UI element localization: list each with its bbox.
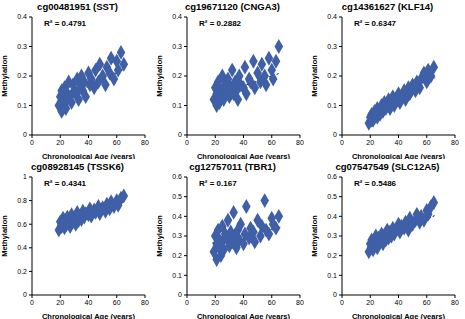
svg-text:0.3: 0.3: [327, 43, 337, 50]
svg-text:0.4: 0.4: [17, 244, 27, 251]
svg-text:0.4: 0.4: [327, 213, 337, 220]
svg-text:0: 0: [333, 131, 337, 138]
svg-text:Methylation: Methylation: [8, 215, 9, 257]
svg-text:0: 0: [23, 291, 27, 298]
svg-text:0.3: 0.3: [327, 232, 337, 239]
svg-text:0.2: 0.2: [172, 252, 182, 259]
svg-text:1: 1: [23, 173, 27, 180]
svg-text:0.1: 0.1: [172, 102, 182, 109]
html-text:R² = 0.2882: R² = 0.2882: [199, 19, 241, 28]
svg-text:40: 40: [395, 299, 403, 306]
svg-text:80: 80: [296, 299, 304, 306]
svg-text:40: 40: [240, 299, 248, 306]
svg-text:80: 80: [451, 139, 457, 146]
svg-text:0.1: 0.1: [17, 102, 27, 109]
svg-text:40: 40: [240, 139, 248, 146]
svg-text:80: 80: [141, 299, 149, 306]
svg-text:Methylation: Methylation: [155, 215, 164, 257]
html-text:cg08928145 (TSSK6): cg08928145 (TSSK6): [31, 161, 124, 172]
svg-text:0.6: 0.6: [172, 173, 182, 180]
html-text:R² = 0.6347: R² = 0.6347: [354, 19, 396, 28]
svg-text:20: 20: [366, 139, 374, 146]
svg-text:0: 0: [185, 139, 189, 146]
svg-text:40: 40: [395, 139, 403, 146]
svg-text:Chronological Age (years): Chronological Age (years): [197, 312, 291, 319]
svg-text:60: 60: [113, 139, 121, 146]
svg-text:0.4: 0.4: [172, 213, 182, 220]
svg-text:60: 60: [113, 299, 121, 306]
html-text:cg07547549 (SLC12A5): cg07547549 (SLC12A5): [335, 161, 440, 172]
svg-text:Chronological Age (years): Chronological Age (years): [197, 152, 291, 159]
svg-text:80: 80: [451, 299, 457, 306]
svg-text:0: 0: [30, 299, 34, 306]
svg-text:60: 60: [268, 139, 276, 146]
svg-text:0.8: 0.8: [17, 197, 27, 204]
svg-text:20: 20: [56, 299, 64, 306]
svg-text:60: 60: [268, 299, 276, 306]
svg-text:60: 60: [423, 299, 431, 306]
svg-text:0.2: 0.2: [327, 72, 337, 79]
html-text:cg19671120 (CNGA3): cg19671120 (CNGA3): [185, 1, 280, 12]
svg-text:0.4: 0.4: [172, 13, 182, 20]
svg-text:Chronological Age (years): Chronological Age (years): [42, 152, 136, 159]
svg-text:0: 0: [30, 139, 34, 146]
svg-text:Methylation: Methylation: [310, 55, 319, 97]
svg-text:20: 20: [366, 299, 374, 306]
svg-text:0: 0: [333, 291, 337, 298]
svg-text:0.1: 0.1: [327, 272, 337, 279]
svg-text:0.1: 0.1: [327, 102, 337, 109]
html-text:R² = 0.4341: R² = 0.4341: [44, 179, 86, 188]
html-text:cg14361627 (KLF14): cg14361627 (KLF14): [341, 1, 434, 12]
svg-text:0.1: 0.1: [172, 272, 182, 279]
svg-text:20: 20: [56, 139, 64, 146]
html-text:cg00481951 (SST): cg00481951 (SST): [37, 1, 118, 12]
svg-text:0: 0: [340, 299, 344, 306]
html-text:cg12757011 (TBR1): cg12757011 (TBR1): [189, 161, 276, 172]
svg-text:Methylation: Methylation: [8, 55, 9, 97]
html-text:R² = 0.4791: R² = 0.4791: [44, 19, 86, 28]
svg-text:80: 80: [296, 139, 304, 146]
svg-text:0.3: 0.3: [17, 43, 27, 50]
svg-text:0.3: 0.3: [172, 232, 182, 239]
svg-text:20: 20: [211, 139, 219, 146]
svg-text:0.2: 0.2: [17, 72, 27, 79]
svg-text:0: 0: [185, 299, 189, 306]
svg-text:0.5: 0.5: [172, 193, 182, 200]
svg-text:0.4: 0.4: [17, 13, 27, 20]
svg-text:80: 80: [141, 139, 149, 146]
svg-text:Methylation: Methylation: [310, 215, 319, 257]
svg-text:Methylation: Methylation: [155, 55, 164, 97]
html-text:R² = 0.5486: R² = 0.5486: [354, 179, 396, 188]
svg-text:40: 40: [85, 299, 93, 306]
svg-text:Chronological Age (years): Chronological Age (years): [352, 152, 446, 159]
svg-text:0: 0: [340, 139, 344, 146]
svg-text:0.2: 0.2: [17, 268, 27, 275]
svg-text:0: 0: [178, 291, 182, 298]
svg-text:0.4: 0.4: [327, 13, 337, 20]
svg-text:0.6: 0.6: [17, 221, 27, 228]
svg-text:0: 0: [178, 131, 182, 138]
svg-text:Chronological Age (years): Chronological Age (years): [352, 312, 446, 319]
svg-text:0.5: 0.5: [327, 193, 337, 200]
html-text:R² = 0.167: R² = 0.167: [199, 179, 237, 188]
svg-text:0: 0: [23, 131, 27, 138]
svg-text:60: 60: [423, 139, 431, 146]
svg-text:40: 40: [85, 139, 93, 146]
svg-text:0.6: 0.6: [327, 173, 337, 180]
svg-text:0.3: 0.3: [172, 43, 182, 50]
svg-text:0.2: 0.2: [327, 252, 337, 259]
svg-text:20: 20: [211, 299, 219, 306]
svg-text:0.2: 0.2: [172, 72, 182, 79]
svg-text:Chronological Age (years): Chronological Age (years): [42, 312, 136, 319]
